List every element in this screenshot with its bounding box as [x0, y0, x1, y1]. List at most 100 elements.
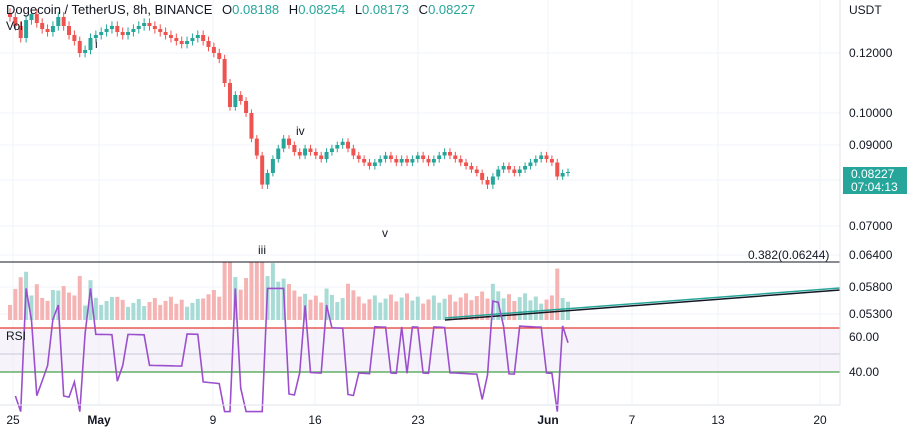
candle-body: [464, 162, 469, 166]
volume-bar: [217, 296, 222, 320]
volume-bar: [131, 302, 136, 320]
rsi-tick-label: 40.00: [849, 365, 879, 379]
candle-body: [549, 159, 554, 163]
candle-body: [485, 180, 490, 185]
y-tick-label: 0.07000: [849, 219, 893, 233]
candle-body: [254, 138, 259, 156]
candle-body: [126, 32, 131, 35]
volume-bar: [506, 294, 511, 320]
candle-body: [340, 141, 345, 145]
candle-body: [40, 23, 45, 29]
volume-bar: [206, 294, 211, 320]
volume-bar: [249, 262, 254, 320]
volume-bar: [104, 300, 109, 320]
volume-bar: [480, 291, 485, 320]
candle-body: [442, 152, 447, 156]
volume-bar: [405, 293, 410, 320]
y-tick-label: 0.09000: [849, 138, 893, 152]
volume-bar: [356, 296, 361, 320]
volume-bar: [533, 296, 538, 320]
candle-body: [67, 26, 72, 35]
x-tick-label: 16: [308, 413, 322, 427]
candle-body: [115, 26, 120, 32]
candle-body: [383, 155, 388, 159]
chart-header: Dogecoin / TetherUS, 8h, BINANCE O0.0818…: [6, 2, 475, 17]
volume-bar: [120, 299, 125, 320]
volume-bar: [147, 302, 152, 320]
volume-bar: [244, 278, 249, 320]
volume-bar: [72, 295, 77, 320]
volume-bar: [270, 263, 275, 320]
high-value: 0.08254: [298, 2, 346, 17]
candle-body: [490, 176, 495, 185]
candle-body: [120, 32, 125, 35]
candle-body: [185, 41, 190, 44]
candle-body: [50, 26, 55, 32]
candle-body: [496, 169, 501, 177]
close-value: 0.08227: [428, 2, 476, 17]
candle-body: [77, 41, 82, 53]
volume-bar: [442, 298, 447, 320]
candle-body: [539, 155, 544, 159]
volume-bar: [152, 297, 157, 320]
volume-bar: [174, 303, 179, 320]
y-tick-label: 0.06400: [849, 248, 893, 262]
volume-bar: [292, 290, 297, 320]
volume-bar: [88, 280, 93, 320]
volume-bar: [512, 301, 517, 320]
volume-bar: [93, 297, 98, 320]
volume-bar: [474, 296, 479, 320]
volume-bar: [372, 295, 377, 320]
candle-body: [480, 173, 485, 180]
candle-body: [346, 141, 351, 149]
volume-bar: [313, 295, 318, 320]
candle-body: [270, 159, 275, 173]
volume-bar: [13, 289, 18, 320]
candle-body: [190, 38, 195, 41]
candle-body: [211, 47, 216, 53]
bar-countdown: 07:04:13: [851, 180, 898, 194]
rsi-line: [14, 287, 569, 413]
volume-bar: [50, 290, 55, 320]
y-tick-label: 0.10000: [849, 106, 893, 120]
candle-body: [131, 29, 136, 32]
candle-body: [29, 14, 34, 20]
trend-line: [444, 289, 841, 321]
volume-bar: [539, 303, 544, 320]
close-key: C: [418, 2, 429, 17]
volume-bar: [335, 302, 340, 320]
candle-body: [104, 29, 109, 32]
candle-body: [555, 162, 560, 177]
candle-body: [469, 166, 474, 170]
volume-bar: [485, 298, 490, 320]
x-tick-label: May: [87, 413, 111, 427]
volume-bar: [523, 293, 528, 320]
candle-body: [168, 35, 173, 38]
candle-body: [179, 41, 184, 44]
candle-body: [34, 14, 39, 23]
volume-bar: [276, 281, 281, 320]
volume-bar: [528, 300, 533, 320]
volume-bar: [179, 299, 184, 320]
wave-label: iv: [296, 124, 305, 138]
volume-bar: [410, 300, 415, 320]
symbol-title: Dogecoin / TetherUS, 8h, BINANCE: [6, 2, 213, 17]
candle-body: [163, 32, 168, 35]
volume-bar: [185, 306, 190, 320]
volume-bar: [383, 298, 388, 320]
candle-body: [244, 101, 249, 113]
volume-bar: [115, 296, 120, 320]
candle-body: [13, 17, 18, 26]
rsi-tick-label: 60.00: [849, 330, 879, 344]
candle-body: [506, 166, 511, 170]
volume-bar: [158, 304, 163, 320]
candle-body: [415, 155, 420, 159]
candle-body: [405, 159, 410, 163]
candle-body: [431, 159, 436, 163]
volume-bar: [190, 302, 195, 320]
candle-body: [152, 26, 157, 29]
x-tick-label: 7: [629, 413, 636, 427]
